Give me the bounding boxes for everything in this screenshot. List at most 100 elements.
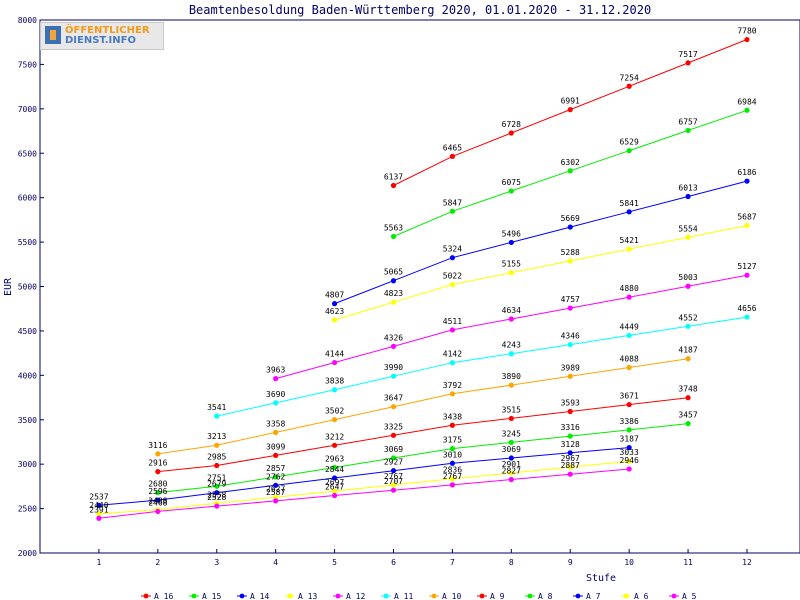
data-point xyxy=(508,382,514,388)
data-point xyxy=(331,464,338,471)
data-label: 2967 xyxy=(561,454,580,463)
data-label: 5563 xyxy=(384,223,403,232)
data-point xyxy=(449,391,456,397)
data-label: 4346 xyxy=(561,332,580,341)
series-line xyxy=(157,397,689,473)
data-label: 5496 xyxy=(502,229,521,238)
data-point xyxy=(390,343,397,349)
y-tick-label: 3000 xyxy=(18,460,37,469)
data-label: 2528 xyxy=(207,493,226,502)
data-point xyxy=(96,502,102,508)
data-point xyxy=(96,515,102,521)
y-tick-label: 4500 xyxy=(18,327,37,336)
data-point xyxy=(685,234,691,240)
data-point xyxy=(273,494,279,500)
data-label: 3990 xyxy=(384,363,403,372)
y-tick-label: 7500 xyxy=(18,60,37,69)
data-point xyxy=(214,483,220,489)
data-point xyxy=(567,433,573,439)
data-point xyxy=(331,416,338,423)
data-label: 7780 xyxy=(737,27,756,36)
data-label: 3069 xyxy=(502,445,521,454)
data-point xyxy=(331,387,338,393)
y-tick-label: 5000 xyxy=(18,283,37,292)
data-label: 4757 xyxy=(561,295,580,304)
data-label: 4807 xyxy=(325,291,344,300)
data-label: 3116 xyxy=(148,441,167,450)
data-point xyxy=(273,498,279,504)
data-point xyxy=(331,488,338,494)
data-label: 4449 xyxy=(620,322,639,331)
data-label: 3541 xyxy=(207,403,226,412)
data-point xyxy=(214,442,220,448)
legend-swatch-marker xyxy=(383,593,389,599)
legend-entry: A_13 xyxy=(298,592,317,600)
data-point xyxy=(155,469,161,475)
y-tick-label: 8000 xyxy=(18,16,37,25)
data-label: 7517 xyxy=(678,50,697,59)
x-axis: 1 2 3 4 5 6 7 8 9 10 11 12 xyxy=(97,549,752,567)
x-tick-label: 12 xyxy=(742,558,752,567)
data-label: 4187 xyxy=(678,346,697,355)
data-point xyxy=(626,466,632,472)
legend-entry: A_7 xyxy=(586,592,601,600)
data-point xyxy=(390,182,397,189)
chart-title: Beamtenbesoldung Baden-Württemberg 2020,… xyxy=(189,3,651,17)
legend-entry: A_9 xyxy=(490,592,505,600)
data-point xyxy=(331,475,338,481)
data-point xyxy=(155,497,161,503)
data-label: 2767 xyxy=(443,472,462,481)
data-label: 2767 xyxy=(384,472,403,481)
data-label: 4623 xyxy=(325,307,344,316)
data-label: 6991 xyxy=(561,97,580,106)
data-point xyxy=(744,314,750,320)
data-point xyxy=(567,341,573,348)
series-line xyxy=(157,423,689,494)
data-point xyxy=(567,450,573,456)
data-label: 3989 xyxy=(561,363,580,372)
data-label: 4088 xyxy=(620,355,639,364)
data-label: 2679 xyxy=(207,480,226,489)
data-label: 5554 xyxy=(678,224,697,233)
data-point xyxy=(567,408,573,415)
data-point xyxy=(449,446,456,452)
data-label: 2596 xyxy=(148,487,167,496)
data-label: 2762 xyxy=(266,472,285,481)
data-label: 3069 xyxy=(384,445,403,454)
data-label: 6186 xyxy=(737,168,756,177)
series-a-11: 3541 3690 3838 3990 4142 4243 4346 4449 4552 4656 xyxy=(207,304,757,419)
legend-swatch-marker xyxy=(287,593,293,599)
data-label: 2901 xyxy=(502,460,521,469)
x-tick-label: 7 xyxy=(450,558,455,567)
data-point xyxy=(744,178,750,184)
data-label: 4142 xyxy=(443,350,462,359)
legend-swatch-marker xyxy=(623,593,629,599)
data-point xyxy=(508,130,514,136)
data-point xyxy=(331,442,338,448)
data-label: 4656 xyxy=(737,304,756,313)
data-label: 3010 xyxy=(443,450,462,459)
data-label: 4326 xyxy=(384,333,403,342)
legend-swatch-marker xyxy=(479,593,485,599)
data-label: 6984 xyxy=(737,97,756,106)
data-label: 6529 xyxy=(620,138,639,147)
data-point xyxy=(508,455,514,461)
x-tick-label: 3 xyxy=(214,558,219,567)
data-point xyxy=(626,401,632,408)
data-label: 3690 xyxy=(266,390,285,399)
data-label: 3213 xyxy=(207,432,226,441)
data-label: 5669 xyxy=(561,214,580,223)
series-a-13: 4623 4823 5022 5155 5288 5421 5554 5687 xyxy=(325,212,757,323)
data-point xyxy=(567,168,573,174)
series-line xyxy=(275,274,748,380)
data-label: 2946 xyxy=(620,456,639,465)
y-tick-label: 2000 xyxy=(18,549,37,558)
data-point xyxy=(331,492,338,499)
data-label: 2827 xyxy=(502,467,521,476)
data-point xyxy=(626,246,632,252)
legend-swatch-marker xyxy=(335,593,341,599)
data-label: 3175 xyxy=(443,436,462,445)
data-label: 3099 xyxy=(266,442,285,451)
data-label: 2857 xyxy=(266,464,285,473)
